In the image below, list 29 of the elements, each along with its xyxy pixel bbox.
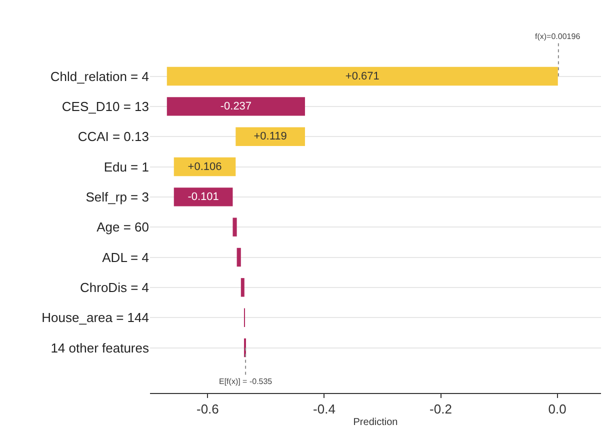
y-tick-label: House_area = 144 bbox=[42, 310, 149, 326]
bar bbox=[166, 97, 305, 116]
bar bbox=[236, 127, 305, 146]
y-tick-label: ADL = 4 bbox=[102, 250, 149, 265]
data-label: +0.119 bbox=[254, 130, 287, 143]
x-axis-title: Prediction bbox=[353, 417, 398, 428]
bar bbox=[240, 278, 244, 297]
ref-line-label: E[f(x)] = -0.535 bbox=[219, 377, 273, 386]
x-tick-label: 0.0 bbox=[548, 402, 566, 417]
data-label: +0.106 bbox=[188, 160, 222, 173]
x-tick-label: -0.6 bbox=[196, 402, 219, 417]
bar bbox=[236, 248, 241, 267]
bar bbox=[174, 188, 233, 206]
bar bbox=[166, 66, 558, 86]
y-tick-label: Self_rp = 3 bbox=[86, 189, 149, 204]
data-label: -0.101 bbox=[188, 190, 219, 203]
y-tick-label: Chld_relation = 4 bbox=[50, 68, 149, 84]
y-tick-label: ChroDis = 4 bbox=[80, 280, 149, 295]
bar bbox=[232, 218, 237, 236]
y-tick-label: Age = 60 bbox=[96, 220, 149, 235]
y-tick-label: Edu = 1 bbox=[104, 159, 149, 174]
y-tick-label: CES_D10 = 13 bbox=[62, 98, 149, 114]
ref-line-label: f(x)=0.00196 bbox=[535, 32, 581, 41]
data-label: +0.671 bbox=[345, 70, 380, 82]
x-tick-label: -0.4 bbox=[313, 402, 336, 417]
y-tick-label: CCAI = 0.13 bbox=[78, 129, 149, 144]
x-tick-label: -0.2 bbox=[430, 402, 452, 417]
y-tick-label: 14 other features bbox=[50, 340, 150, 356]
data-label: -0.237 bbox=[220, 100, 252, 112]
